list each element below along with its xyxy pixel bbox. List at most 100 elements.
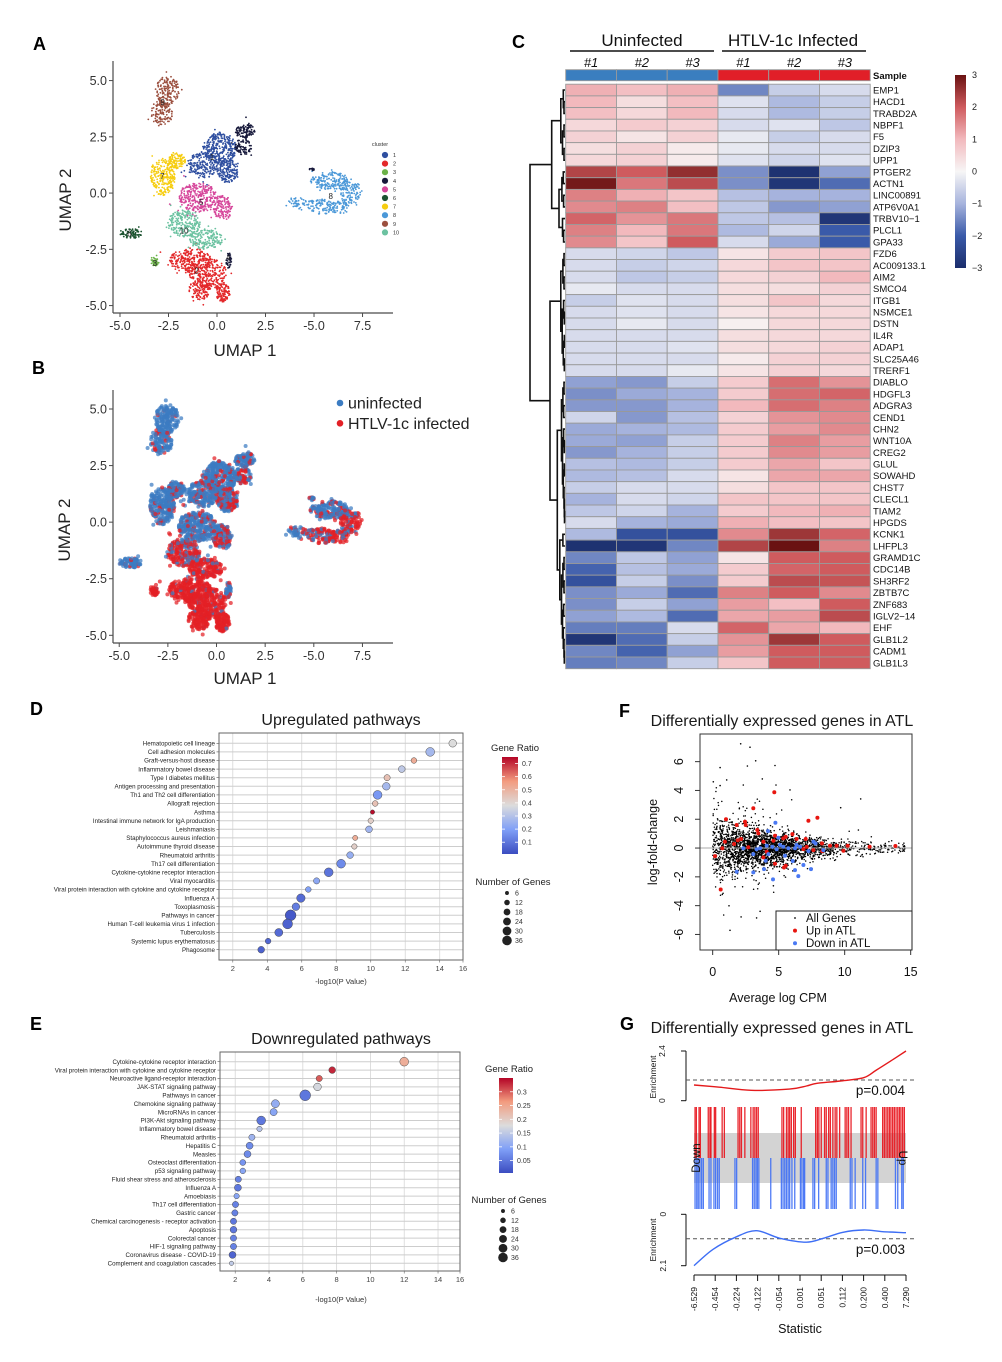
cell-point-cluster-5 bbox=[212, 191, 215, 193]
cell-point-cluster-9 bbox=[161, 76, 164, 79]
cell-point-cluster-8 bbox=[326, 175, 328, 178]
cell-point-cluster-8 bbox=[341, 178, 344, 180]
cell-point-cluster-5 bbox=[209, 189, 212, 192]
cell-point-cluster-5 bbox=[203, 188, 205, 191]
cell-point-cluster-1 bbox=[228, 177, 230, 180]
cell-point-cluster-2 bbox=[180, 263, 183, 266]
cell-point-cluster-1 bbox=[215, 144, 218, 146]
cell-point-cluster-1 bbox=[216, 134, 219, 136]
cell-point-cluster-10 bbox=[192, 244, 194, 247]
cell-point-cluster-9 bbox=[152, 103, 155, 106]
cell-point-cluster-4 bbox=[242, 124, 245, 127]
cell-point-cluster-8 bbox=[318, 202, 320, 205]
cell-point-cluster-2 bbox=[177, 255, 179, 258]
cell-point-cluster-8 bbox=[311, 176, 314, 179]
cell-point-cluster-7 bbox=[167, 191, 170, 194]
legend-swatch-cluster-6 bbox=[381, 194, 389, 202]
cell-point-cluster-10 bbox=[201, 236, 203, 239]
cell-point-cluster-2 bbox=[184, 271, 187, 274]
cell-point-cluster-7 bbox=[179, 155, 182, 158]
cell-point-cluster-7 bbox=[151, 155, 154, 157]
cell-point-cluster-10 bbox=[194, 241, 197, 243]
cell-point-cluster-8 bbox=[293, 197, 296, 200]
cell-point-cluster-1 bbox=[218, 131, 221, 134]
cell-point-cluster-8 bbox=[314, 204, 317, 207]
cell-point-cluster-10 bbox=[193, 236, 196, 238]
cell-point-cluster-2 bbox=[213, 267, 216, 270]
cell-point-cluster-2 bbox=[198, 298, 200, 300]
cell-point-cluster-10 bbox=[176, 223, 178, 226]
cell-point-cluster-8 bbox=[345, 211, 348, 213]
cell-point-cluster-2 bbox=[230, 272, 233, 275]
cell-point-cluster-2 bbox=[224, 268, 227, 271]
cell-point-cluster-5 bbox=[222, 215, 225, 218]
cell-point-cluster-2 bbox=[197, 251, 200, 254]
cell-point-cluster-2 bbox=[195, 263, 197, 266]
cell-point-cluster-8 bbox=[290, 198, 293, 201]
cell-point-cluster-1 bbox=[198, 176, 200, 179]
cell-point-cluster-9 bbox=[156, 91, 159, 94]
cell-point-cluster-5 bbox=[223, 198, 226, 201]
cell-point-cluster-2 bbox=[222, 269, 224, 271]
cell-point-cluster-5 bbox=[213, 207, 215, 210]
cell-point-cluster-7 bbox=[172, 179, 175, 182]
cell-point-cluster-5 bbox=[200, 198, 203, 201]
cell-point-cluster-8 bbox=[339, 172, 341, 175]
cell-point-cluster-8 bbox=[336, 205, 339, 208]
cell-point-cluster-5 bbox=[215, 207, 218, 210]
cell-point-cluster-2 bbox=[202, 279, 204, 282]
cell-point-cluster-10 bbox=[191, 212, 194, 215]
cell-point-cluster-2 bbox=[225, 297, 228, 300]
cell-point-cluster-5 bbox=[210, 194, 212, 196]
cell-point-cluster-2 bbox=[223, 283, 225, 285]
cell-point-cluster-8 bbox=[301, 202, 304, 205]
cell-point-cluster-1 bbox=[189, 161, 192, 164]
cell-point-cluster-10 bbox=[187, 246, 190, 249]
cell-point-cluster-5 bbox=[179, 200, 182, 203]
cell-point-cluster-1 bbox=[209, 166, 212, 168]
cell-point-cluster-5 bbox=[207, 189, 210, 192]
cell-point-cluster-9 bbox=[156, 121, 159, 124]
cell-point-cluster-5 bbox=[210, 206, 212, 209]
cell-point-cluster-6 bbox=[139, 234, 142, 236]
cell-point-cluster-2 bbox=[219, 292, 221, 295]
cell-point-cluster-5 bbox=[182, 187, 185, 190]
cell-point-cluster-10 bbox=[179, 205, 182, 208]
cell-point-cluster-9 bbox=[164, 94, 166, 96]
cell-point-cluster-1 bbox=[228, 140, 230, 143]
cell-point-cluster-7 bbox=[174, 157, 177, 160]
cell-point-cluster-1 bbox=[194, 168, 196, 171]
cell-point-cluster-1 bbox=[202, 169, 205, 171]
cell-point-cluster-1 bbox=[225, 153, 228, 156]
cell-point-cluster-2 bbox=[176, 265, 179, 267]
cell-point-cluster-2 bbox=[195, 294, 198, 297]
cell-point-cluster-8 bbox=[318, 177, 321, 180]
cell-point-cluster-7 bbox=[173, 173, 176, 176]
cell-point-cluster-4 bbox=[240, 132, 243, 135]
cell-point-cluster-6 bbox=[129, 235, 132, 238]
cell-point-cluster-2 bbox=[190, 270, 192, 272]
cell-point-cluster-2 bbox=[206, 264, 209, 266]
cell-point-cluster-8 bbox=[329, 185, 331, 188]
cell-point-cluster-2 bbox=[175, 259, 178, 262]
cell-point-cluster-8 bbox=[321, 173, 324, 176]
cell-point-cluster-8 bbox=[360, 190, 363, 192]
cell-point-cluster-8 bbox=[324, 183, 327, 186]
cell-point-cluster-5 bbox=[210, 204, 213, 207]
cell-point-cluster-9 bbox=[168, 89, 171, 92]
cell-point-cluster-5 bbox=[209, 199, 212, 201]
cell-point-cluster-10 bbox=[181, 216, 184, 219]
cell-point-cluster-1 bbox=[219, 170, 222, 173]
cell-point-cluster-8 bbox=[324, 207, 327, 210]
cell-point-cluster-1 bbox=[191, 171, 193, 173]
cell-point-cluster-10 bbox=[210, 231, 213, 233]
cell-point-cluster-1 bbox=[222, 175, 225, 178]
cell-point-cluster-8 bbox=[299, 206, 302, 209]
cell-point-cluster-8 bbox=[311, 202, 314, 205]
cell-point-cluster-1 bbox=[223, 171, 226, 174]
cell-point-cluster-8 bbox=[335, 202, 337, 205]
cell-point-cluster-1 bbox=[192, 154, 195, 157]
cell-point-cluster-8 bbox=[327, 211, 330, 213]
cell-point-cluster-8 bbox=[321, 202, 323, 204]
cell-point-cluster-10 bbox=[206, 235, 209, 238]
